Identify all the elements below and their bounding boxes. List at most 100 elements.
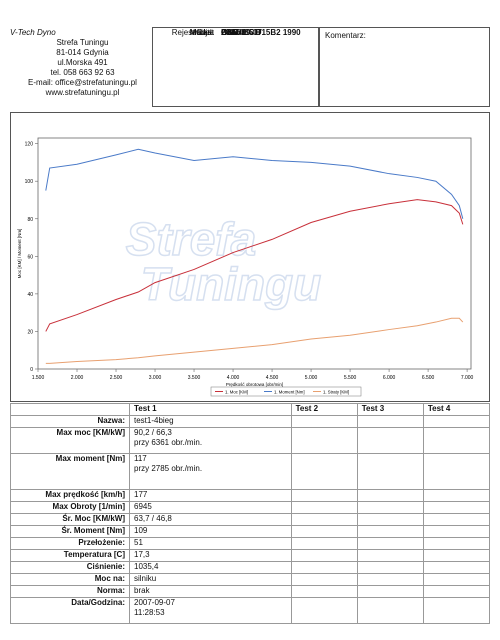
x-axis-label: Prędkość obrotowa [obr/min] [226, 382, 283, 387]
empty-cell [356, 597, 424, 624]
empty-cell [290, 573, 358, 586]
company-line: tel. 058 663 92 63 [50, 68, 115, 77]
company-line: Strefa Tuningu [56, 38, 109, 47]
cell-line: przy 2785 obr./min. [134, 464, 203, 473]
legend-box [210, 386, 362, 397]
cell-line: 90,2 / 66,3 [134, 428, 172, 437]
legend-label: 1. Moment [Nm] [274, 389, 305, 394]
empty-cell [356, 525, 424, 538]
info-value: C00li [221, 28, 241, 37]
empty-cell [356, 415, 424, 428]
x-tick-label: 5.000 [305, 375, 318, 381]
cell-value: 90,2 / 66,3 przy 6361 obr./min. [129, 427, 292, 454]
cell-line: 117 [134, 454, 147, 463]
x-tick-label: 7.000 [461, 375, 474, 381]
watermark: Tuningu [141, 258, 322, 310]
empty-cell [422, 573, 491, 586]
empty-cell [422, 525, 491, 538]
comment-label: Komentarz: [325, 31, 366, 40]
row-label: Temperatura [C] [10, 549, 130, 562]
results-table: Test 1 Test 2 Test 3 Test 4 Nazwa: test1-4bie… [10, 403, 491, 624]
y-tick-label: 40 [27, 292, 33, 298]
empty-cell [356, 537, 424, 550]
plot-area [37, 137, 472, 370]
info-label: Model: [189, 28, 214, 37]
x-tick-label: 5.500 [344, 375, 357, 381]
empty-cell [290, 513, 358, 526]
cell-line: 17,3 [134, 550, 150, 559]
table-row: Max moc [KM/kW] 90,2 / 66,3 przy 6361 obr.… [10, 427, 491, 454]
series-line [45, 148, 464, 219]
empty-cell [290, 597, 358, 624]
empty-cell [422, 501, 491, 514]
row-label: Ciśnienie: [10, 561, 130, 574]
empty-cell [290, 501, 358, 514]
table-row: Nazwa: test1-4bieg [10, 415, 491, 428]
x-tick-label: 6.000 [383, 375, 396, 381]
table-row: Moc na: silniku [10, 573, 491, 586]
x-tick-label: 2.500 [110, 375, 123, 381]
empty-cell [422, 537, 491, 550]
cell-value: 177 [129, 489, 292, 502]
company-line: E-mail: office@strefatuningu.pl [28, 78, 137, 87]
row-label: Moc na: [10, 573, 130, 586]
empty-cell [290, 549, 358, 562]
x-tick-label: 3.000 [149, 375, 162, 381]
vehicle-info: Klient C00li Rejestracja: GSP 08CH Marka: Hon… [152, 27, 319, 107]
header-row: Test 1 Test 2 Test 3 Test 4 [10, 403, 491, 416]
watermark: Strefa [126, 213, 256, 265]
info-label: Marka: [189, 28, 214, 37]
table-row: Max moment [Nm] 117 przy 2785 obr./min. [10, 453, 491, 490]
table-row: Norma: brak [10, 585, 491, 598]
empty-cell [290, 537, 358, 550]
empty-cell [422, 489, 491, 502]
cell-value: 17,3 [129, 549, 292, 562]
y-tick-label: 120 [25, 142, 34, 148]
info-label: Klient [193, 28, 214, 37]
legend-label: 1. Straty [KM] [323, 389, 349, 394]
empty-cell [356, 489, 424, 502]
series-line [45, 199, 464, 332]
row-label: Śr. Moc [KM/kW] [10, 513, 130, 526]
empty-cell [356, 573, 424, 586]
cell-value: 63,7 / 46,8 [129, 513, 292, 526]
cell-value: 109 [129, 525, 292, 538]
x-tick-label: 6.500 [422, 375, 435, 381]
table-row: Max Obroty [1/min] 6945 [10, 501, 491, 514]
corner-cell [10, 403, 130, 416]
info-value: Civic 1.5 D15B2 1990 [221, 28, 301, 37]
empty-cell [356, 513, 424, 526]
empty-cell [422, 415, 491, 428]
empty-cell [356, 549, 424, 562]
empty-cell [290, 489, 358, 502]
info-value: GSP 08CH [221, 28, 261, 37]
row-label: Max prędkość [km/h] [10, 489, 130, 502]
table-row: Data/Godzina: 2007-09-07 11:28:53 [10, 597, 491, 624]
cell-line: 109 [134, 526, 148, 535]
row-label: Nazwa: [10, 415, 130, 428]
cell-value: silniku [129, 573, 292, 586]
company-line: V-Tech Dyno [10, 28, 56, 37]
y-tick-label: 20 [27, 329, 33, 335]
column-header: Test 4 [422, 403, 491, 416]
empty-cell [290, 525, 358, 538]
table-row: Śr. Moment [Nm] 109 [10, 525, 491, 538]
legend-label: 1. Moc [KM] [225, 389, 248, 394]
comment-box: Komentarz: [319, 27, 490, 107]
info-label: Data [197, 28, 214, 37]
cell-value: 51 [129, 537, 292, 550]
empty-cell [356, 501, 424, 514]
cell-line: 6945 [134, 502, 152, 511]
y-tick-label: 100 [25, 179, 34, 185]
empty-cell [290, 561, 358, 574]
cell-line: silniku [134, 574, 157, 583]
info-value: Honda [221, 28, 246, 37]
cell-value: 1035,4 [129, 561, 292, 574]
cell-value: 117 przy 2785 obr./min. [129, 453, 292, 490]
empty-cell [422, 597, 491, 624]
x-tick-label: 1.500 [32, 375, 45, 381]
cell-value: 6945 [129, 501, 292, 514]
cell-line: 1035,4 [134, 562, 159, 571]
